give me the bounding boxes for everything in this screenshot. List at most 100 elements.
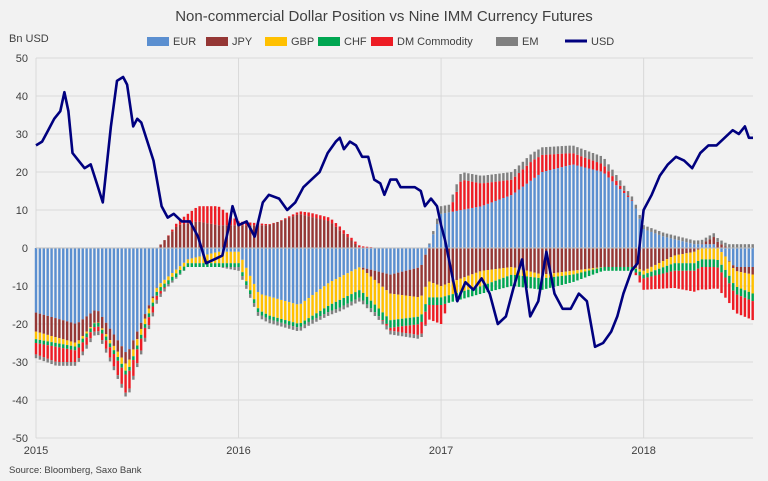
bar-segment-eur bbox=[622, 193, 626, 248]
bar-segment-chf bbox=[556, 276, 560, 286]
bar-segment-eur bbox=[101, 248, 104, 317]
bar-segment-em bbox=[509, 172, 513, 180]
bar-segment-jpy bbox=[46, 315, 49, 335]
bar-segment-gbp bbox=[580, 269, 583, 273]
bar-segment-gbp bbox=[101, 328, 104, 330]
bar-segment-gbp bbox=[361, 269, 365, 293]
bar-segment-jpy bbox=[599, 248, 602, 268]
y-tick-label: -50 bbox=[12, 433, 28, 445]
bar-segment-em bbox=[365, 304, 369, 309]
bar-segment-dm-commodity bbox=[611, 176, 614, 182]
bar-segment-chf bbox=[696, 261, 700, 269]
bar-segment-dm-commodity bbox=[494, 181, 497, 201]
bar-segment-jpy bbox=[369, 269, 373, 277]
bar-segment-em bbox=[291, 326, 295, 330]
legend-swatch-gbp bbox=[265, 37, 287, 46]
bar-segment-em bbox=[73, 362, 77, 366]
bar-segment-gbp bbox=[132, 349, 135, 357]
bar-segment-chf bbox=[743, 290, 747, 298]
bar-segment-em bbox=[393, 331, 396, 336]
bar-segment-em bbox=[685, 238, 688, 243]
bar-segment-chf bbox=[202, 263, 205, 267]
bar-segment-dm-commodity bbox=[622, 190, 626, 194]
bar-segment-jpy bbox=[151, 296, 155, 299]
bar-segment-jpy bbox=[190, 222, 194, 248]
bar-segment-em bbox=[537, 149, 540, 158]
bar-segment-chf bbox=[650, 271, 653, 277]
bar-segment-em bbox=[525, 158, 528, 166]
bar-segment-chf bbox=[599, 267, 602, 272]
bar-segment-gbp bbox=[69, 341, 73, 346]
bar-segment-eur bbox=[529, 180, 532, 248]
bar-segment-em bbox=[494, 174, 497, 182]
bar-segment-gbp bbox=[284, 301, 287, 321]
bar-segment-eur bbox=[245, 248, 248, 268]
bar-segment-em bbox=[346, 303, 349, 308]
bar-segment-em bbox=[751, 244, 754, 248]
bar-segment-dm-commodity bbox=[190, 210, 194, 223]
bar-segment-em bbox=[498, 173, 501, 182]
bar-segment-chf bbox=[354, 292, 357, 300]
bar-segment-chf bbox=[661, 267, 665, 274]
bar-segment-eur bbox=[256, 248, 260, 292]
bar-segment-jpy bbox=[400, 271, 404, 296]
bar-segment-dm-commodity bbox=[319, 215, 322, 220]
bar-segment-gbp bbox=[186, 259, 190, 264]
bar-segment-chf bbox=[568, 274, 571, 283]
bar-segment-eur bbox=[132, 248, 135, 341]
bar-segment-em bbox=[611, 169, 614, 177]
bar-segment-chf bbox=[260, 311, 264, 316]
bar-segment-em bbox=[626, 191, 630, 196]
bar-segment-dm-commodity bbox=[389, 327, 392, 331]
bar-segment-jpy bbox=[428, 248, 431, 282]
bar-segment-gbp bbox=[685, 253, 688, 264]
bar-segment-em bbox=[350, 301, 353, 306]
bar-segment-chf bbox=[611, 267, 614, 271]
bar-segment-gbp bbox=[587, 268, 591, 271]
bar-segment-gbp bbox=[93, 322, 96, 324]
bar-segment-em bbox=[455, 184, 458, 192]
bar-segment-dm-commodity bbox=[202, 206, 205, 223]
bar-segment-em bbox=[439, 206, 443, 214]
bar-segment-em bbox=[272, 320, 275, 325]
bar-segment-gbp bbox=[151, 298, 155, 303]
bar-segment-chf bbox=[54, 342, 57, 347]
bar-segment-em bbox=[552, 146, 556, 155]
bar-segment-jpy bbox=[700, 243, 704, 245]
bar-segment-eur bbox=[198, 248, 201, 257]
bar-segment-gbp bbox=[712, 248, 715, 260]
bar-segment-jpy bbox=[681, 248, 684, 254]
bar-segment-em bbox=[373, 312, 377, 317]
bar-segment-em bbox=[182, 270, 186, 271]
bar-segment-dm-commodity bbox=[595, 162, 599, 171]
bar-segment-gbp bbox=[65, 340, 69, 346]
bar-segment-jpy bbox=[724, 246, 727, 248]
bar-segment-chf bbox=[143, 324, 147, 328]
bar-segment-gbp bbox=[81, 335, 84, 339]
bar-segment-eur bbox=[108, 248, 112, 329]
bar-segment-eur bbox=[541, 172, 544, 248]
bar-segment-em bbox=[178, 273, 182, 275]
bar-segment-eur bbox=[373, 248, 377, 271]
bar-segment-eur bbox=[42, 248, 45, 315]
bar-segment-jpy bbox=[420, 264, 423, 296]
bar-segment-chf bbox=[42, 340, 45, 345]
bar-segment-eur bbox=[498, 199, 501, 248]
bar-segment-gbp bbox=[646, 268, 649, 274]
bar-segment-gbp bbox=[233, 251, 236, 264]
bar-segment-chf bbox=[73, 346, 77, 351]
bar-segment-em bbox=[120, 383, 123, 388]
bar-segment-chf bbox=[213, 263, 217, 267]
bar-segment-eur bbox=[89, 248, 92, 314]
bar-segment-chf bbox=[225, 263, 229, 267]
bar-segment-em bbox=[159, 293, 162, 297]
bar-segment-dm-commodity bbox=[408, 325, 412, 334]
bar-segment-dm-commodity bbox=[720, 272, 723, 294]
legend-label-jpy: JPY bbox=[232, 36, 253, 48]
bar-segment-em bbox=[139, 350, 143, 355]
bar-segment-jpy bbox=[568, 248, 571, 272]
bar-segment-gbp bbox=[198, 256, 201, 264]
bar-segment-em bbox=[568, 145, 571, 154]
bar-segment-gbp bbox=[276, 298, 279, 318]
bar-segment-gbp bbox=[182, 262, 186, 267]
